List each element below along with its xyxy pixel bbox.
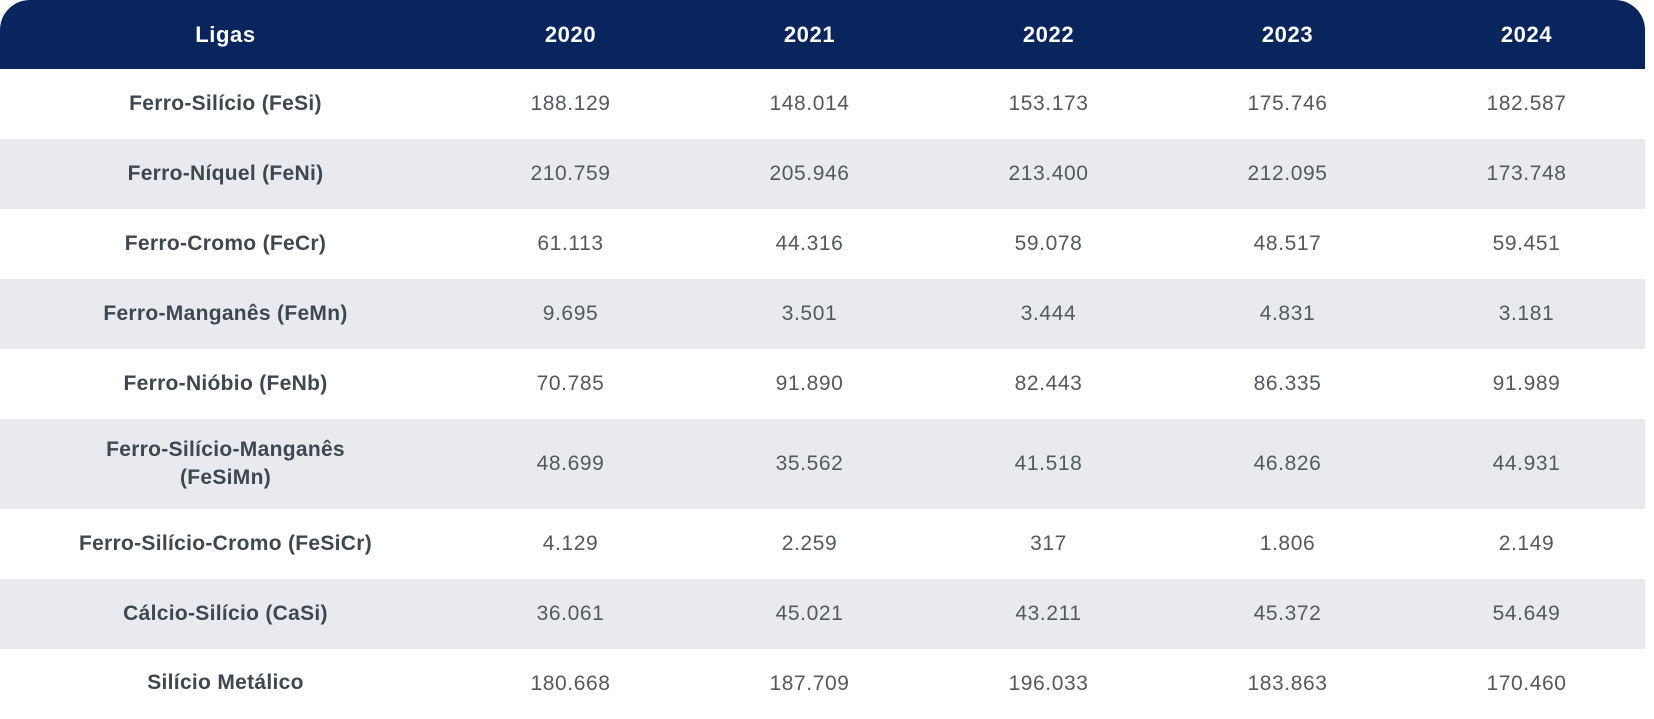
value-cell: 4.129 — [542, 532, 599, 555]
value-cell: 91.890 — [775, 372, 844, 395]
value-cell: 153.173 — [1008, 92, 1089, 115]
value-cell: 46.826 — [1253, 452, 1322, 475]
row-label: Ferro-Níquel (FeNi) — [127, 161, 324, 185]
value-cell: 41.518 — [1014, 452, 1083, 475]
row-label: Ferro-Silício (FeSi) — [129, 91, 322, 115]
value-cell: 205.946 — [769, 162, 850, 185]
value-cell: 180.668 — [530, 671, 611, 695]
table-row: Ferro-Silício-Cromo (FeSiCr) 4.129 2.259… — [0, 509, 1645, 579]
value-cell: 70.785 — [536, 372, 605, 395]
table-row: Cálcio-Silício (CaSi) 36.061 45.021 43.2… — [0, 579, 1645, 649]
value-cell: 183.863 — [1247, 671, 1328, 695]
table-row: Ferro-Cromo (FeCr) 61.113 44.316 59.078 … — [0, 209, 1645, 279]
table-row: Ferro-Níquel (FeNi) 210.759 205.946 213.… — [0, 139, 1645, 209]
table-row: Ferro-Silício (FeSi) 188.129 148.014 153… — [0, 69, 1645, 139]
value-cell: 61.113 — [537, 232, 604, 255]
row-label: Ferro-Silício-Manganês (FeSiMn) — [106, 437, 345, 489]
value-cell: 170.460 — [1486, 671, 1567, 695]
value-cell: 2.149 — [1498, 532, 1555, 555]
row-label: Ferro-Silício-Cromo (FeSiCr) — [78, 531, 373, 555]
row-label: Ferro-Cromo (FeCr) — [124, 231, 327, 255]
table-row: Ferro-Silício-Manganês (FeSiMn) 48.699 3… — [0, 419, 1645, 509]
header-cell-2023: 2023 — [1261, 21, 1314, 47]
value-cell: 91.989 — [1492, 372, 1561, 395]
value-cell: 44.316 — [775, 232, 844, 255]
value-cell: 188.129 — [530, 92, 611, 115]
value-cell: 175.746 — [1247, 92, 1328, 115]
value-cell: 213.400 — [1008, 162, 1089, 185]
table-row: Ferro-Manganês (FeMn) 9.695 3.501 3.444 … — [0, 279, 1645, 349]
value-cell: 54.649 — [1492, 602, 1561, 625]
value-cell: 196.033 — [1008, 671, 1089, 695]
table-row: Silício Metálico 180.668 187.709 196.033… — [0, 649, 1645, 718]
value-cell: 45.021 — [775, 602, 844, 625]
value-cell: 3.444 — [1020, 302, 1077, 325]
value-cell: 9.695 — [542, 302, 599, 325]
value-cell: 210.759 — [530, 162, 611, 185]
value-cell: 35.562 — [775, 452, 844, 475]
row-label: Cálcio-Silício (CaSi) — [123, 601, 328, 625]
value-cell: 3.501 — [781, 302, 838, 325]
value-cell: 212.095 — [1247, 162, 1328, 185]
value-cell: 43.211 — [1015, 602, 1082, 625]
header-cell-2020: 2020 — [544, 21, 597, 47]
value-cell: 86.335 — [1253, 372, 1322, 395]
value-cell: 59.451 — [1492, 232, 1561, 255]
value-cell: 82.443 — [1014, 372, 1083, 395]
value-cell: 36.061 — [536, 602, 605, 625]
row-label: Silício Metálico — [147, 671, 304, 695]
value-cell: 48.699 — [536, 452, 605, 475]
header-cell-ligas: Ligas — [195, 21, 256, 47]
header-cell-2021: 2021 — [783, 21, 836, 47]
value-cell: 44.931 — [1492, 452, 1561, 475]
row-label: Ferro-Nióbio (FeNb) — [123, 371, 328, 395]
value-cell: 45.372 — [1253, 602, 1322, 625]
value-cell: 4.831 — [1259, 302, 1316, 325]
header-cell-2024: 2024 — [1500, 21, 1553, 47]
table-row: Ferro-Nióbio (FeNb) 70.785 91.890 82.443… — [0, 349, 1645, 419]
value-cell: 48.517 — [1253, 232, 1322, 255]
value-cell: 317 — [1030, 532, 1067, 555]
table-header-row: Ligas 2020 2021 2022 2023 2024 — [0, 0, 1645, 69]
header-cell-2022: 2022 — [1022, 21, 1075, 47]
value-cell: 187.709 — [769, 671, 850, 695]
value-cell: 3.181 — [1498, 302, 1555, 325]
value-cell: 148.014 — [769, 92, 850, 115]
value-cell: 59.078 — [1014, 232, 1083, 255]
value-cell: 173.748 — [1486, 162, 1567, 185]
value-cell: 2.259 — [781, 532, 838, 555]
value-cell: 1.806 — [1259, 532, 1316, 555]
row-label: Ferro-Manganês (FeMn) — [103, 301, 348, 325]
value-cell: 182.587 — [1486, 92, 1567, 115]
